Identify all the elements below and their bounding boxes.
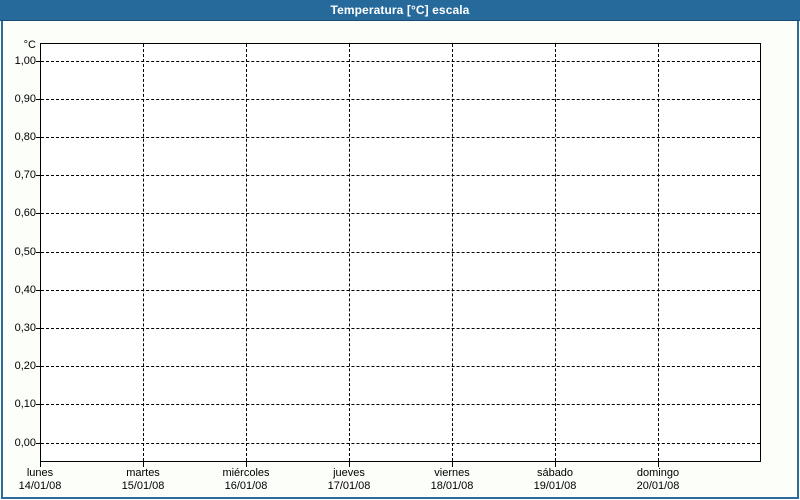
x-tick-label-day: domingo: [636, 467, 680, 479]
y-axis-tick: [36, 328, 41, 329]
y-gridline: [41, 366, 760, 367]
x-tick-label-day: viernes: [434, 467, 470, 479]
y-tick-label: 0,40: [14, 284, 36, 296]
x-tick-label-day: miércoles: [222, 467, 270, 479]
y-tick-label: 0,10: [14, 398, 36, 410]
x-axis-tick: [555, 462, 556, 467]
y-tick-label: 0,30: [14, 322, 36, 334]
y-gridline: [41, 290, 760, 291]
y-axis-tick: [36, 290, 41, 291]
x-axis-tick: [658, 462, 659, 467]
y-axis-tick: [36, 213, 41, 214]
x-gridline: [349, 44, 350, 461]
y-gridline: [41, 99, 760, 100]
y-axis-tick: [36, 175, 41, 176]
x-tick-label-date: 14/01/08: [18, 480, 62, 492]
x-gridline: [555, 44, 556, 461]
x-axis-tick: [349, 462, 350, 467]
y-axis-tick: [36, 137, 41, 138]
y-axis-tick: [36, 366, 41, 367]
x-tick-label-day: lunes: [26, 467, 54, 479]
y-axis-tick: [36, 61, 41, 62]
y-gridline: [41, 404, 760, 405]
x-gridline: [246, 44, 247, 461]
x-axis-tick: [452, 462, 453, 467]
x-tick-label: miércoles 16/01/08: [186, 467, 306, 493]
y-gridline: [41, 213, 760, 214]
y-gridline: [41, 443, 760, 444]
y-tick-label: 0,60: [14, 207, 36, 219]
x-tick-label: sábado 19/01/08: [495, 467, 615, 493]
chart-titlebar: Temperatura [°C] escala: [0, 0, 800, 21]
x-axis-tick: [246, 462, 247, 467]
y-gridline: [41, 175, 760, 176]
x-axis-tick: [40, 462, 41, 467]
y-tick-label: 0,50: [14, 246, 36, 258]
x-tick-label-date: 17/01/08: [327, 480, 371, 492]
y-axis-unit-label: °C: [23, 39, 36, 51]
y-tick-label: 0,90: [14, 93, 36, 105]
y-tick-label: 0,80: [14, 131, 36, 143]
x-tick-label: domingo 20/01/08: [598, 467, 718, 493]
x-tick-label-date: 15/01/08: [121, 480, 165, 492]
x-gridline: [143, 44, 144, 461]
y-gridline: [41, 328, 760, 329]
x-gridline: [452, 44, 453, 461]
y-tick-label: 0,70: [14, 169, 36, 181]
x-tick-label-day: jueves: [333, 467, 365, 479]
y-axis-tick: [36, 443, 41, 444]
x-tick-label: jueves 17/01/08: [289, 467, 409, 493]
y-axis-tick: [36, 404, 41, 405]
y-gridline: [41, 137, 760, 138]
x-gridline: [658, 44, 659, 461]
x-tick-label-date: 20/01/08: [636, 480, 680, 492]
x-tick-label-date: 18/01/08: [430, 480, 474, 492]
x-tick-label-day: sábado: [536, 467, 574, 479]
x-tick-label-date: 16/01/08: [224, 480, 268, 492]
y-tick-label: 0,20: [14, 360, 36, 372]
chart-title: Temperatura [°C] escala: [330, 3, 470, 17]
x-tick-label: martes 15/01/08: [83, 467, 203, 493]
x-tick-label-day: martes: [126, 467, 160, 479]
y-axis-tick: [36, 252, 41, 253]
y-tick-label: 1,00: [14, 55, 36, 67]
y-gridline: [41, 252, 760, 253]
y-axis-tick: [36, 99, 41, 100]
x-tick-label-date: 19/01/08: [533, 480, 577, 492]
y-tick-label: 0,00: [14, 437, 36, 449]
x-tick-label: viernes 18/01/08: [392, 467, 512, 493]
plot-area: [40, 43, 761, 462]
x-axis-tick: [143, 462, 144, 467]
x-tick-label: lunes 14/01/08: [0, 467, 100, 493]
y-gridline: [41, 61, 760, 62]
